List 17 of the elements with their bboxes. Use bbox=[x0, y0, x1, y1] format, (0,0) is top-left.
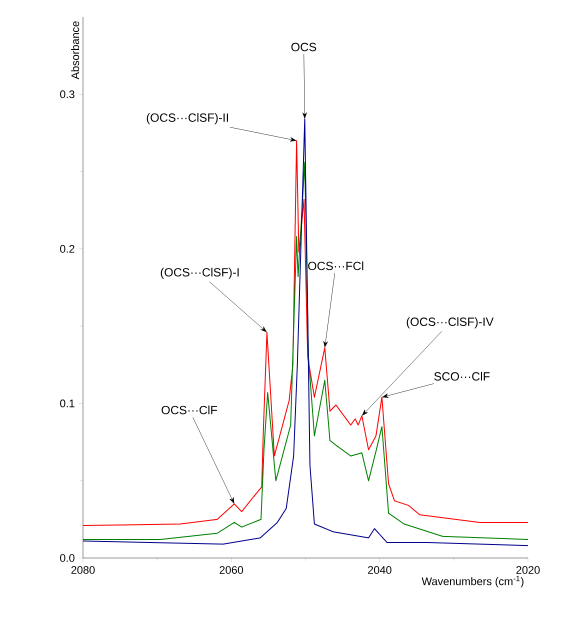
x-tick-label: 2040 bbox=[368, 566, 392, 574]
y-tick-label: 0.0 bbox=[60, 554, 74, 562]
annotation: OCS···ClF bbox=[162, 406, 218, 414]
annotation: OCS bbox=[291, 42, 316, 52]
annotation: (OCS···ClSF)-IV bbox=[406, 317, 494, 328]
y-axis-title: Absorbance bbox=[71, 21, 80, 80]
y-tick-label: 0.3 bbox=[60, 90, 74, 98]
x-tick-label: 2080 bbox=[71, 566, 95, 574]
annotation: (OCS···ClSF)-II bbox=[146, 113, 228, 124]
y-tick-label: 0.1 bbox=[60, 400, 74, 408]
annotation: SCO···ClF bbox=[434, 372, 490, 381]
x-axis-title: Wavenumbers (cm$^{-1}$) bbox=[422, 576, 524, 588]
annotation: (OCS···ClSF)-I bbox=[160, 268, 239, 279]
x-tick-label: 2060 bbox=[220, 566, 244, 574]
x-tick-label: 2020 bbox=[516, 566, 540, 574]
annotation: OCS···FCl bbox=[308, 261, 364, 270]
y-tick-label: 0.2 bbox=[60, 244, 74, 253]
